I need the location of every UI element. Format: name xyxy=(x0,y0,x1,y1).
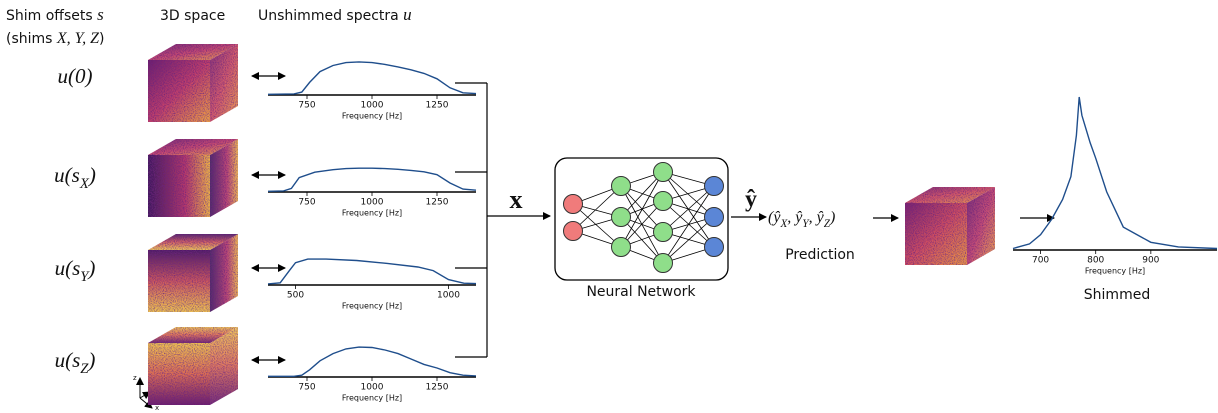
header-space: 3D space xyxy=(160,8,225,24)
math-text: ) xyxy=(87,256,95,280)
header-shims: (shims X, Y, Z) xyxy=(6,30,104,47)
connector xyxy=(455,83,550,357)
spectrum-line xyxy=(268,347,476,376)
math-text: ) xyxy=(829,209,835,226)
prediction-label: Prediction xyxy=(785,247,855,263)
spectrum-line xyxy=(268,168,476,191)
math: s xyxy=(97,5,104,24)
row-label: u(sY) xyxy=(55,256,96,286)
output-label: ŷ xyxy=(745,187,757,213)
text: Unshimmed spectra xyxy=(258,8,403,24)
x-tick-label: 800 xyxy=(1087,256,1104,266)
math-text: u(s xyxy=(55,256,81,280)
x-axis-label: Frequency [Hz] xyxy=(342,302,402,311)
math-text: ) xyxy=(87,348,95,372)
x-axis-label: Frequency [Hz] xyxy=(342,209,402,218)
neuron xyxy=(705,238,724,257)
shimmed-label: Shimmed xyxy=(1084,287,1150,303)
spectrum-line xyxy=(268,259,476,284)
prediction: (ŷX, ŷY, ŷZ) xyxy=(768,209,835,230)
cube-face xyxy=(148,155,210,217)
x-tick-label: 1000 xyxy=(361,383,384,393)
x-tick-label: 1000 xyxy=(437,291,460,301)
neuron xyxy=(612,177,631,196)
x-tick-label: 700 xyxy=(1032,256,1049,266)
cube-face xyxy=(148,60,210,122)
neuron xyxy=(705,208,724,227)
x-axis-label: Frequency [Hz] xyxy=(342,112,402,121)
x-tick-label: 900 xyxy=(1142,256,1159,266)
cube xyxy=(148,44,238,122)
x-tick-label: 1000 xyxy=(361,198,384,208)
math-text: u(s xyxy=(55,348,81,372)
neuron xyxy=(564,222,583,241)
cube-face xyxy=(148,343,210,405)
input-label: x xyxy=(510,185,523,214)
text: ) xyxy=(99,31,104,47)
cube-face xyxy=(905,203,967,265)
x-tick-label: 500 xyxy=(287,291,304,301)
math-text: , ŷ xyxy=(809,209,825,226)
neuron xyxy=(612,238,631,257)
x-tick-label: 1250 xyxy=(426,383,449,393)
x-axis-label: Frequency [Hz] xyxy=(342,394,402,403)
row-label: u(sX) xyxy=(54,163,96,193)
row-label: u(0) xyxy=(58,64,93,88)
math-text: u(0) xyxy=(58,64,93,88)
neuron xyxy=(612,208,631,227)
x-tick-label: 750 xyxy=(298,198,315,208)
x-tick-label: 1000 xyxy=(361,101,384,111)
math-text: (ŷ xyxy=(768,209,781,226)
x-tick-label: 750 xyxy=(298,101,315,111)
neuron xyxy=(654,223,673,242)
network-box xyxy=(555,158,728,280)
math-text: u(s xyxy=(54,163,80,187)
cube xyxy=(148,139,238,217)
neuron xyxy=(705,177,724,196)
cube xyxy=(148,234,238,312)
text: (shims xyxy=(6,31,57,47)
math-text: ) xyxy=(88,163,96,187)
spectrum-line xyxy=(268,62,476,94)
x-tick-label: 750 xyxy=(298,383,315,393)
network-label: Neural Network xyxy=(586,284,696,300)
neuron xyxy=(564,195,583,214)
cube-face xyxy=(148,250,210,312)
x-tick-label: 1250 xyxy=(426,101,449,111)
diagram: Shim offsets s (shims X, Y, Z) 3D space … xyxy=(0,0,1218,413)
cube xyxy=(905,187,995,265)
header-spectra: Unshimmed spectra u xyxy=(258,5,412,24)
x-tick-label: 1250 xyxy=(426,198,449,208)
row-label: u(sZ) xyxy=(55,348,96,378)
neuron xyxy=(654,192,673,211)
math: u xyxy=(403,5,412,24)
cube xyxy=(148,327,238,405)
header-shim-offsets: Shim offsets s xyxy=(6,5,104,24)
math-text: , ŷ xyxy=(787,209,803,226)
neuron xyxy=(654,254,673,273)
axis-icon-label: z xyxy=(133,374,137,382)
x-axis-label: Frequency [Hz] xyxy=(1085,267,1145,276)
math: X, Y, Z xyxy=(56,30,100,47)
text: Shim offsets xyxy=(6,8,97,24)
axis-icon-label: x xyxy=(155,404,159,412)
spectrum-line xyxy=(1013,97,1217,249)
neuron xyxy=(654,163,673,182)
